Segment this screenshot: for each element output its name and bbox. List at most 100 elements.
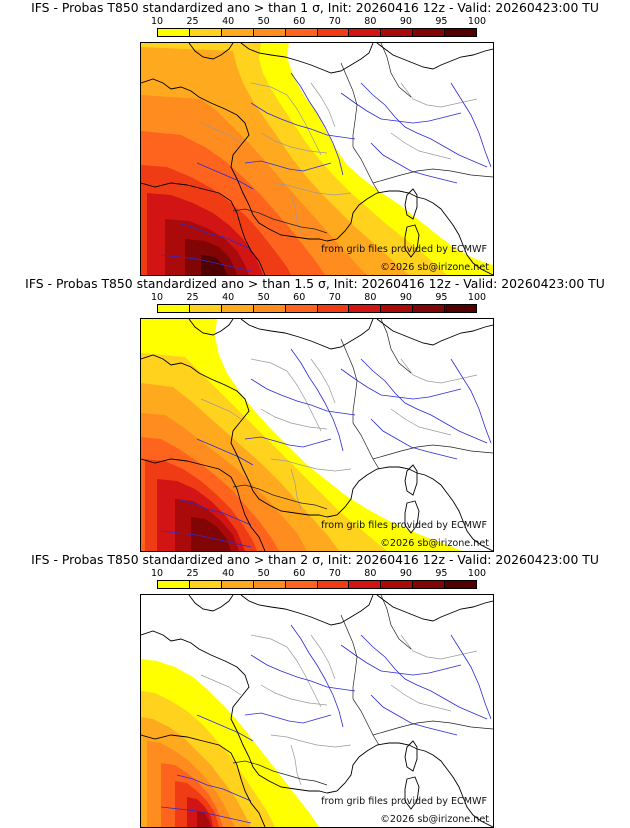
scale-label: 25 bbox=[186, 16, 199, 27]
scale-label: 10 bbox=[150, 568, 164, 579]
scale-color-swatch bbox=[285, 581, 318, 588]
country-border bbox=[380, 595, 412, 650]
admin-boundary bbox=[390, 132, 452, 160]
country-border bbox=[232, 208, 328, 234]
scale-label: 100 bbox=[467, 16, 487, 27]
admin-boundary bbox=[400, 634, 478, 660]
probability-contour bbox=[201, 255, 227, 275]
scale-color-swatch bbox=[253, 305, 286, 312]
scale-label: 80 bbox=[364, 16, 377, 27]
river-line bbox=[160, 254, 252, 272]
scale-label: 60 bbox=[293, 568, 306, 579]
river-line bbox=[340, 368, 462, 400]
river-line bbox=[244, 436, 332, 448]
admin-boundary bbox=[290, 468, 302, 510]
admin-boundary bbox=[260, 408, 328, 430]
scale-color-swatch bbox=[221, 581, 254, 588]
scale-color-swatch bbox=[221, 29, 254, 36]
scale-label: 100 bbox=[467, 568, 487, 579]
admin-boundary bbox=[400, 82, 478, 108]
river-line bbox=[176, 222, 252, 250]
scale-label: 25 bbox=[186, 568, 199, 579]
admin-boundary bbox=[270, 734, 352, 748]
scale-label: 50 bbox=[257, 292, 270, 303]
scale-color-swatch bbox=[413, 305, 446, 312]
scale-color-swatch bbox=[381, 581, 414, 588]
color-scale-labels: 10 25 40 50 60 70 80 90 95 100 bbox=[151, 568, 486, 579]
scale-label: 90 bbox=[399, 16, 412, 27]
island-coastline bbox=[404, 464, 418, 496]
scale-label: 40 bbox=[222, 568, 235, 579]
scale-label: 80 bbox=[364, 568, 377, 579]
scale-color-swatch bbox=[285, 305, 318, 312]
scale-color-swatch bbox=[158, 29, 190, 36]
river-line bbox=[290, 72, 344, 176]
panel-2sigma: IFS - Probas T850 standardized ano > tha… bbox=[0, 552, 630, 828]
coastline bbox=[240, 595, 374, 626]
grib-credit: from grib files provided by ECMWF bbox=[321, 520, 487, 531]
country-border bbox=[352, 146, 380, 194]
river-line bbox=[340, 644, 462, 676]
river-line bbox=[160, 806, 252, 824]
panel-1sigma: IFS - Probas T850 standardized ano > tha… bbox=[0, 0, 630, 276]
admin-boundary bbox=[310, 82, 336, 128]
color-scale-bar bbox=[157, 304, 477, 313]
river-line bbox=[290, 624, 344, 728]
country-border bbox=[340, 62, 358, 147]
river-line bbox=[370, 142, 458, 184]
scale-color-swatch bbox=[189, 581, 222, 588]
coastline bbox=[376, 319, 493, 346]
scale-label: 90 bbox=[399, 568, 412, 579]
coastline bbox=[141, 182, 266, 275]
admin-boundary bbox=[250, 82, 322, 156]
admin-boundary bbox=[390, 408, 452, 436]
admin-boundary bbox=[270, 182, 352, 196]
scale-color-swatch bbox=[381, 305, 414, 312]
scale-color-swatch bbox=[445, 305, 477, 312]
copyright-credit: ©2026 sb@irizone.net bbox=[380, 814, 489, 825]
color-scale-bar bbox=[157, 28, 477, 37]
map-canvas bbox=[141, 43, 493, 275]
scale-color-swatch bbox=[445, 581, 477, 588]
island-coastline bbox=[404, 188, 418, 220]
country-border bbox=[352, 698, 380, 746]
admin-boundary bbox=[310, 358, 336, 404]
scale-label: 10 bbox=[150, 292, 164, 303]
admin-boundary bbox=[250, 358, 322, 432]
panel-1-5sigma: IFS - Probas T850 standardized ano > tha… bbox=[0, 276, 630, 552]
admin-boundary bbox=[260, 684, 328, 706]
country-border bbox=[372, 444, 493, 460]
river-line bbox=[176, 498, 252, 526]
scale-color-swatch bbox=[189, 305, 222, 312]
country-border bbox=[340, 614, 358, 699]
admin-boundary bbox=[290, 192, 302, 234]
scale-label: 10 bbox=[150, 16, 164, 27]
admin-boundary bbox=[260, 132, 328, 154]
scale-color-swatch bbox=[317, 29, 350, 36]
scale-label: 50 bbox=[257, 568, 270, 579]
river-line bbox=[370, 694, 458, 736]
probability-map: from grib files provided by ECMWF ©2026 … bbox=[140, 594, 494, 828]
coastline bbox=[188, 595, 234, 612]
grib-credit: from grib files provided by ECMWF bbox=[321, 796, 487, 807]
country-border bbox=[380, 43, 412, 98]
scale-label: 50 bbox=[257, 16, 270, 27]
country-border bbox=[380, 319, 412, 374]
copyright-credit: ©2026 sb@irizone.net bbox=[380, 262, 489, 273]
river-line bbox=[450, 82, 492, 168]
scale-label: 70 bbox=[328, 568, 341, 579]
scale-color-swatch bbox=[253, 29, 286, 36]
river-line bbox=[370, 418, 458, 460]
river-line bbox=[244, 712, 332, 724]
scale-label: 80 bbox=[364, 292, 377, 303]
scale-label: 95 bbox=[435, 292, 448, 303]
probability-contour bbox=[191, 517, 231, 551]
admin-boundary bbox=[400, 358, 478, 384]
scale-label: 100 bbox=[467, 292, 487, 303]
scale-label: 90 bbox=[399, 292, 412, 303]
grib-credit: from grib files provided by ECMWF bbox=[321, 244, 487, 255]
scale-label: 60 bbox=[293, 292, 306, 303]
scale-color-swatch bbox=[349, 29, 382, 36]
copyright-credit: ©2026 sb@irizone.net bbox=[380, 538, 489, 549]
color-scale-labels: 10 25 40 50 60 70 80 90 95 100 bbox=[151, 292, 486, 303]
